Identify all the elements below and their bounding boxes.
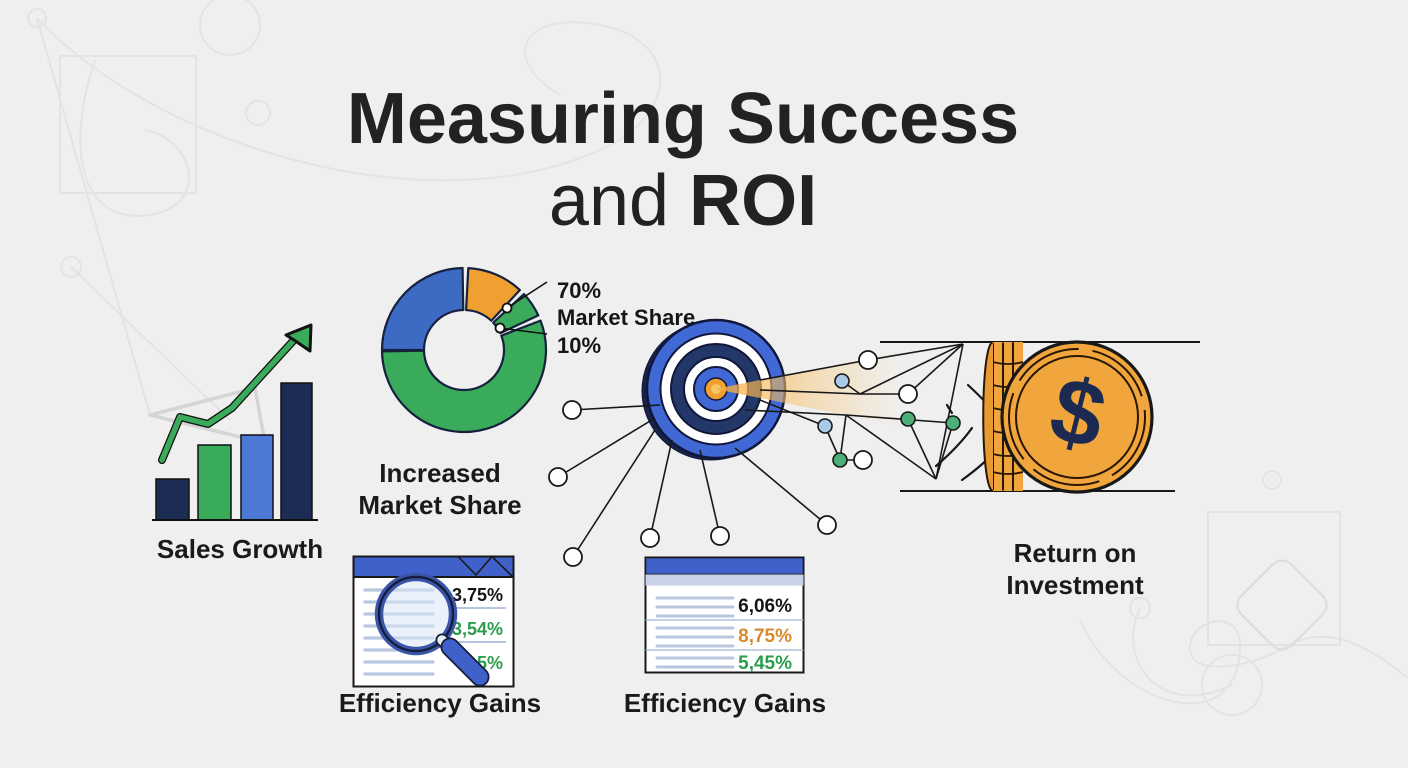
svg-text:3,75%: 3,75% — [452, 585, 503, 605]
svg-text:6,06%: 6,06% — [738, 596, 792, 617]
svg-text:8,75%: 8,75% — [738, 626, 792, 647]
svg-text:3,54%: 3,54% — [452, 619, 503, 639]
svg-text:5,45%: 5,45% — [738, 653, 792, 674]
